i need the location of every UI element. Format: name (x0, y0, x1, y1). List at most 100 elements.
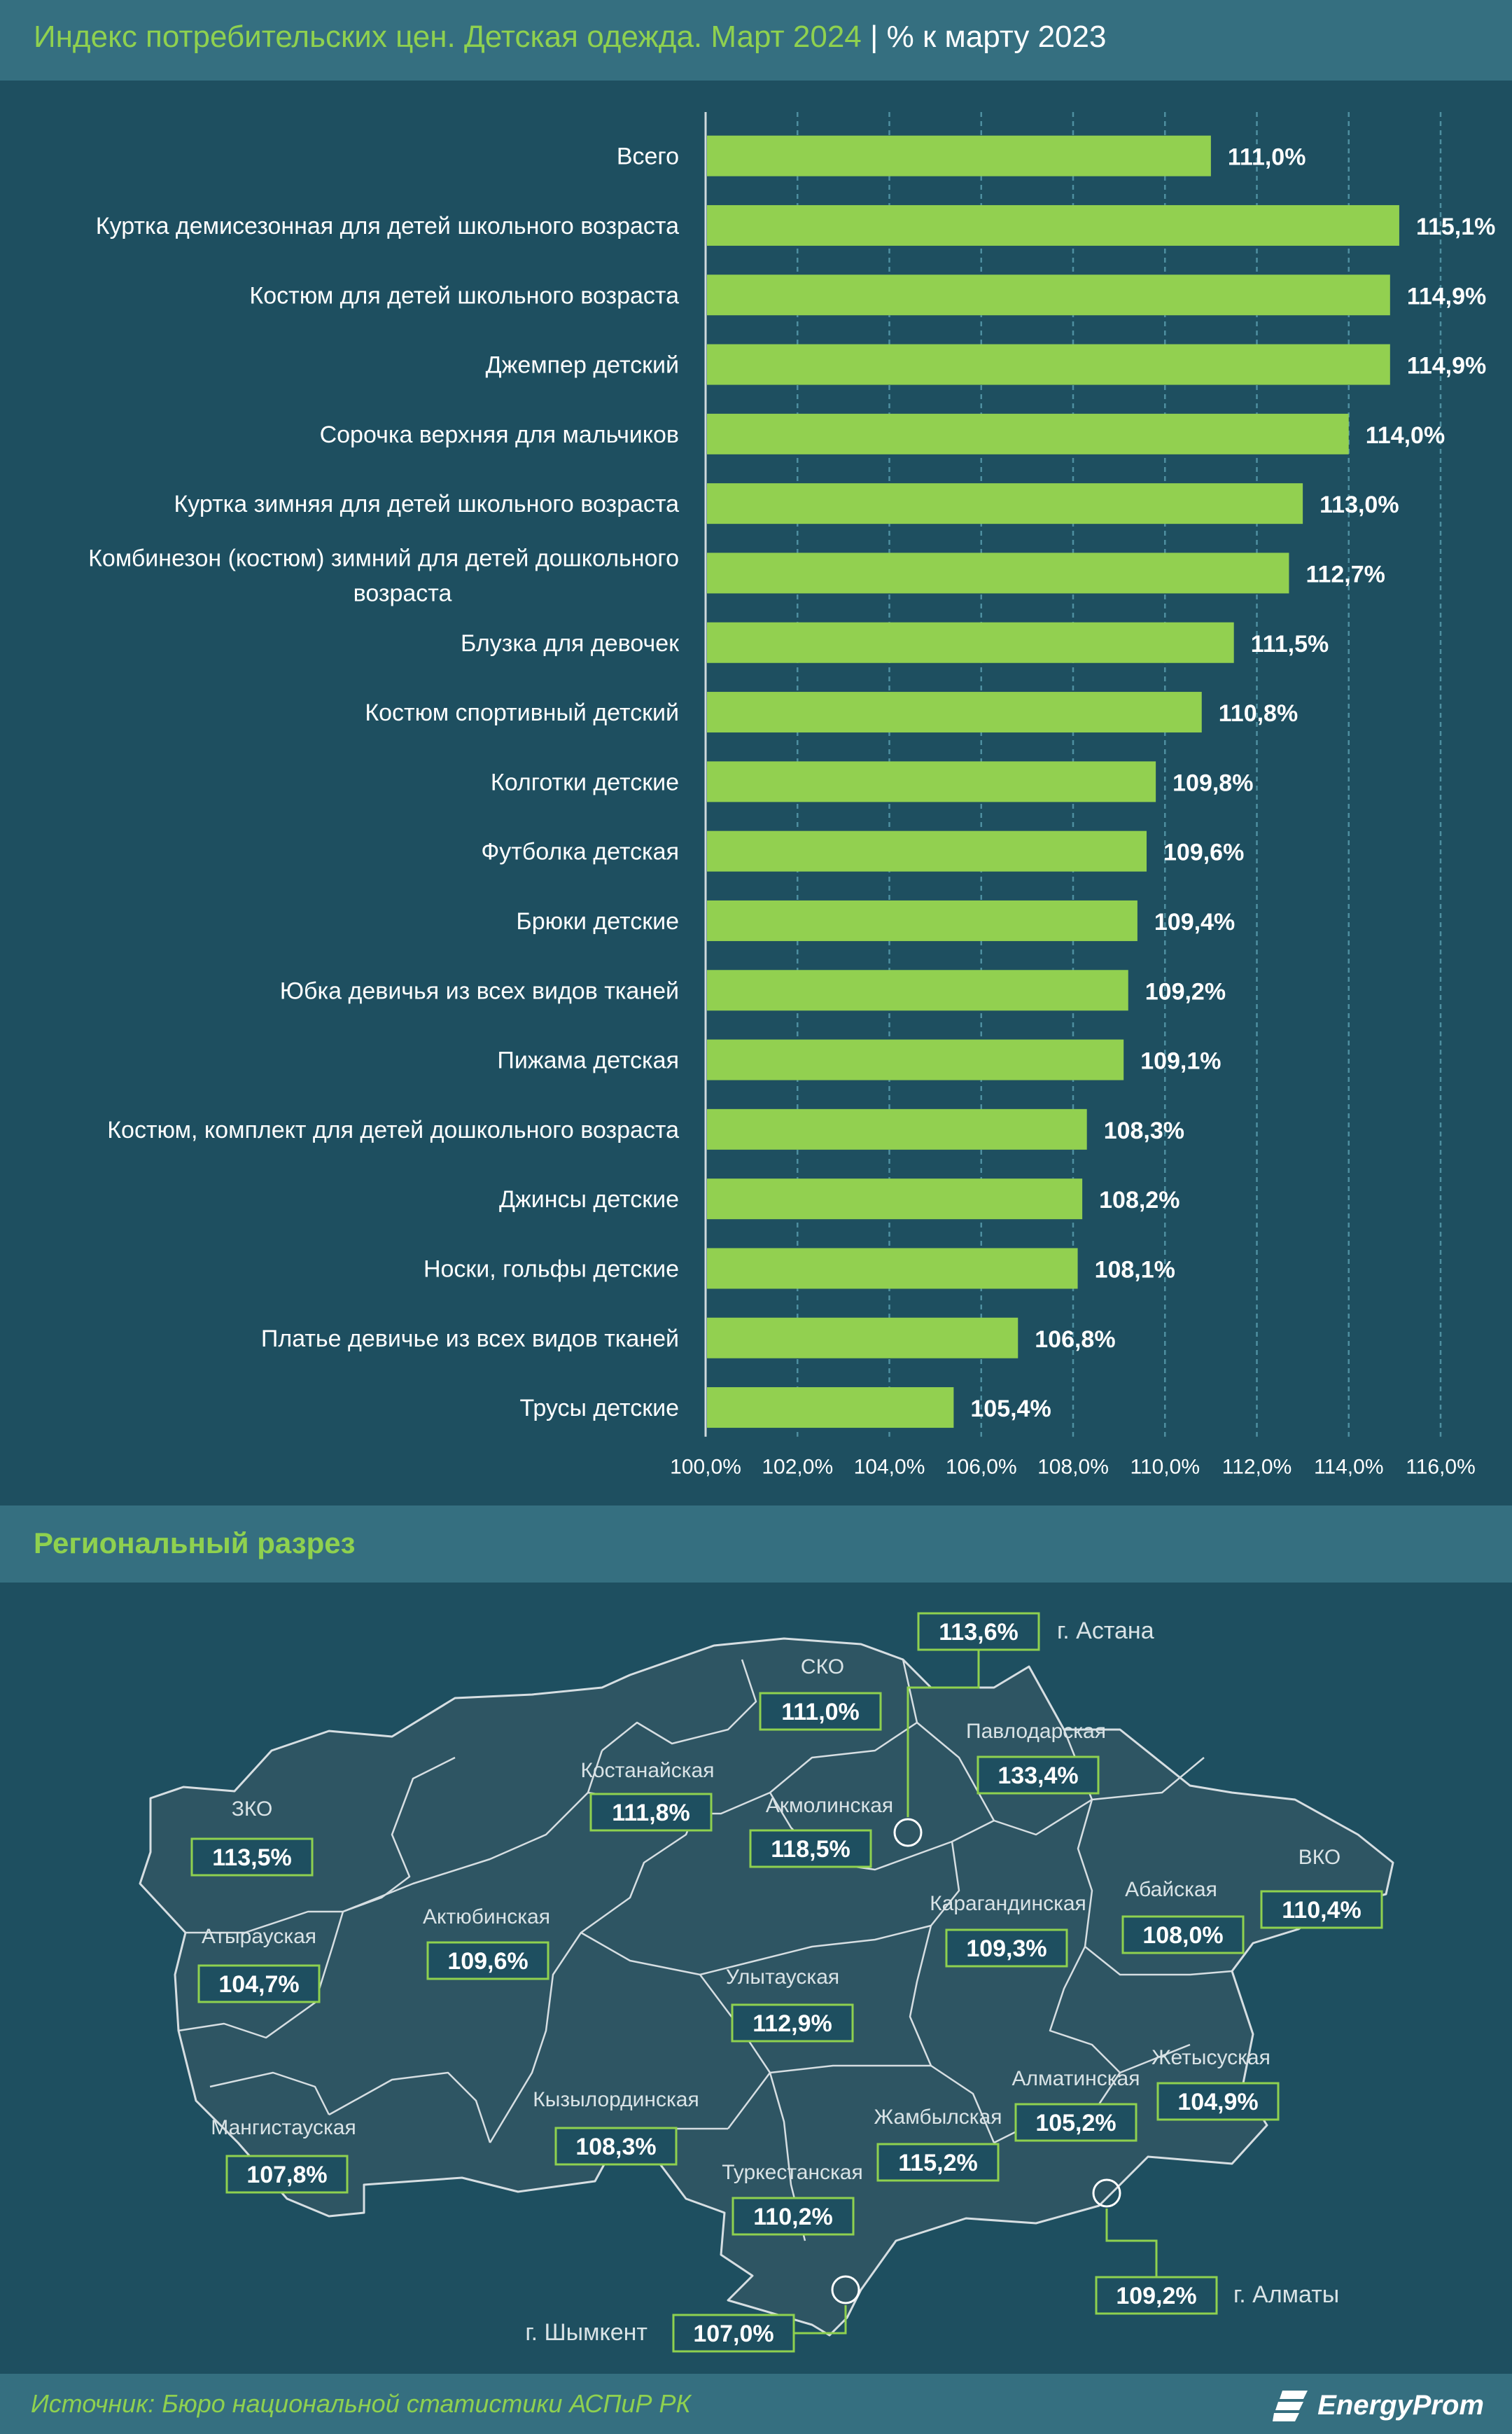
region-value: 110,2% (753, 2204, 832, 2230)
region-value: 118,5% (771, 1836, 850, 1863)
data-label: 110,8% (1219, 700, 1298, 727)
value-box (732, 2197, 855, 2236)
bar (707, 1317, 1018, 1358)
energyprom-logo: EnergyProm (1273, 2386, 1484, 2424)
kazakhstan-map: ЗКО 113,5% Атырауская 104,7% Мангистауская 10… (139, 1612, 1394, 2353)
value-box (1095, 2276, 1218, 2315)
value-box (945, 1928, 1068, 1968)
region-value: 133,4% (997, 1762, 1078, 1789)
data-label: 108,1% (1095, 1256, 1175, 1283)
x-tick-label: 116,0% (1406, 1456, 1476, 1479)
value-box (554, 2127, 678, 2166)
value-box (190, 1837, 314, 1877)
region-name: Актюбинская (423, 1905, 550, 1928)
bar (707, 1039, 1124, 1080)
region-value: 105,2% (1035, 2110, 1116, 2136)
category-label: Брюки детские (516, 908, 679, 935)
bar (707, 761, 1156, 802)
bar (707, 1387, 954, 1428)
value-box (1156, 2082, 1280, 2121)
data-label: 115,1% (1416, 214, 1495, 240)
region-title: Региональный разрез (34, 1527, 356, 1559)
chart-title-main: Индекс потребительских цен. Детская одеж… (34, 20, 862, 54)
region-section-header: Региональный разрез (0, 1505, 1512, 1583)
value-box (589, 1793, 713, 1832)
city-name: г. Астана (1057, 1618, 1154, 1644)
value-box (225, 2155, 349, 2194)
data-label: 109,2% (1145, 978, 1226, 1005)
value-box (759, 1692, 882, 1731)
data-label: 114,9% (1407, 353, 1486, 380)
category-label: Сорочка верхняя для мальчиков (320, 422, 679, 448)
bar (707, 483, 1303, 524)
data-label: 109,8% (1172, 770, 1253, 796)
value-box (731, 2003, 854, 2043)
region-name: ЗКО (232, 1797, 273, 1821)
bar-chart-svg: Всего 111,0% Куртка демисезонная для детей… (88, 112, 1495, 1479)
category-label: Платье девичье из всех видов тканей (261, 1326, 679, 1352)
title-separator: | (870, 20, 878, 54)
bar (707, 622, 1234, 663)
region-name: Жамбылская (874, 2106, 1002, 2129)
bar (707, 830, 1147, 872)
energyprom-logo-icon (1273, 2391, 1308, 2421)
bar-chart: Всего 111,0% Куртка демисезонная для детей… (0, 81, 1512, 1505)
logo-text: EnergyProm (1317, 2389, 1484, 2421)
region-value: 115,2% (898, 2150, 977, 2176)
region-value: 113,5% (212, 1844, 291, 1871)
category-label: Трусы детские (520, 1395, 679, 1421)
data-label: 108,3% (1104, 1118, 1184, 1144)
city-leader-line (1105, 2209, 1158, 2277)
region-value: 104,9% (1177, 2089, 1258, 2115)
category-label: Комбинезон (костюм) зимний для детей дош… (88, 545, 679, 606)
region-value: 110,4% (1282, 1897, 1361, 1924)
chart-title: Индекс потребительских цен. Детская одеж… (34, 20, 1106, 55)
region-value: 109,6% (447, 1948, 528, 1975)
region-name: Улытауская (726, 1966, 839, 1989)
city-name: г. Шымкент (525, 2319, 648, 2346)
x-tick-label: 100,0% (670, 1456, 741, 1479)
value-box (1121, 1915, 1245, 1954)
region-value: 104,7% (218, 1971, 299, 1998)
region-value: 112,9% (752, 2010, 832, 2037)
region-name: Кызылординская (533, 2088, 699, 2111)
value-box (1014, 2103, 1138, 2142)
chart-subtitle: % к марту 2023 (886, 20, 1107, 54)
footer: Источник: Бюро национальной статистики А… (0, 2374, 1512, 2434)
city-marker (893, 1818, 923, 1847)
category-label: Юбка девичья из всех видов тканей (280, 978, 679, 1004)
category-label: Джинсы детские (499, 1186, 679, 1213)
data-label: 114,9% (1407, 283, 1486, 310)
data-label: 105,4% (970, 1396, 1051, 1422)
data-label: 109,4% (1154, 909, 1235, 936)
value-box (197, 1964, 321, 2003)
x-tick-label: 108,0% (1037, 1456, 1109, 1479)
value-box (426, 1941, 550, 1980)
region-name: Жетысуская (1152, 2046, 1270, 2069)
x-tick-label: 112,0% (1222, 1456, 1292, 1479)
data-label: 108,2% (1099, 1187, 1180, 1213)
region-value: 107,0% (693, 2321, 774, 2347)
bar (707, 135, 1211, 176)
bar (707, 692, 1202, 733)
category-label: Футболка детская (481, 839, 679, 865)
region-value: 111,0% (781, 1699, 860, 1725)
region-name: Абайская (1125, 1878, 1217, 1901)
category-label: Колготки детские (491, 769, 679, 795)
bar (707, 970, 1128, 1011)
region-name: СКО (801, 1655, 844, 1678)
bar (707, 1248, 1078, 1289)
category-label: Костюм, комплект для детей дошкольного в… (107, 1117, 679, 1143)
bar (707, 1108, 1087, 1150)
region-name: Костанайская (581, 1759, 715, 1782)
region-name: Туркестанская (722, 2161, 863, 2184)
region-value: 108,0% (1142, 1922, 1223, 1949)
category-label: Джемпер детский (486, 352, 679, 379)
category-label: Всего (617, 144, 679, 170)
city-marker (1092, 2178, 1121, 2208)
city-leader-line (906, 1650, 980, 1817)
data-label: 111,5% (1251, 631, 1329, 658)
value-box (749, 1829, 872, 1868)
data-label: 109,6% (1163, 840, 1244, 866)
title-bar: Индекс потребительских цен. Детская одеж… (0, 0, 1512, 81)
